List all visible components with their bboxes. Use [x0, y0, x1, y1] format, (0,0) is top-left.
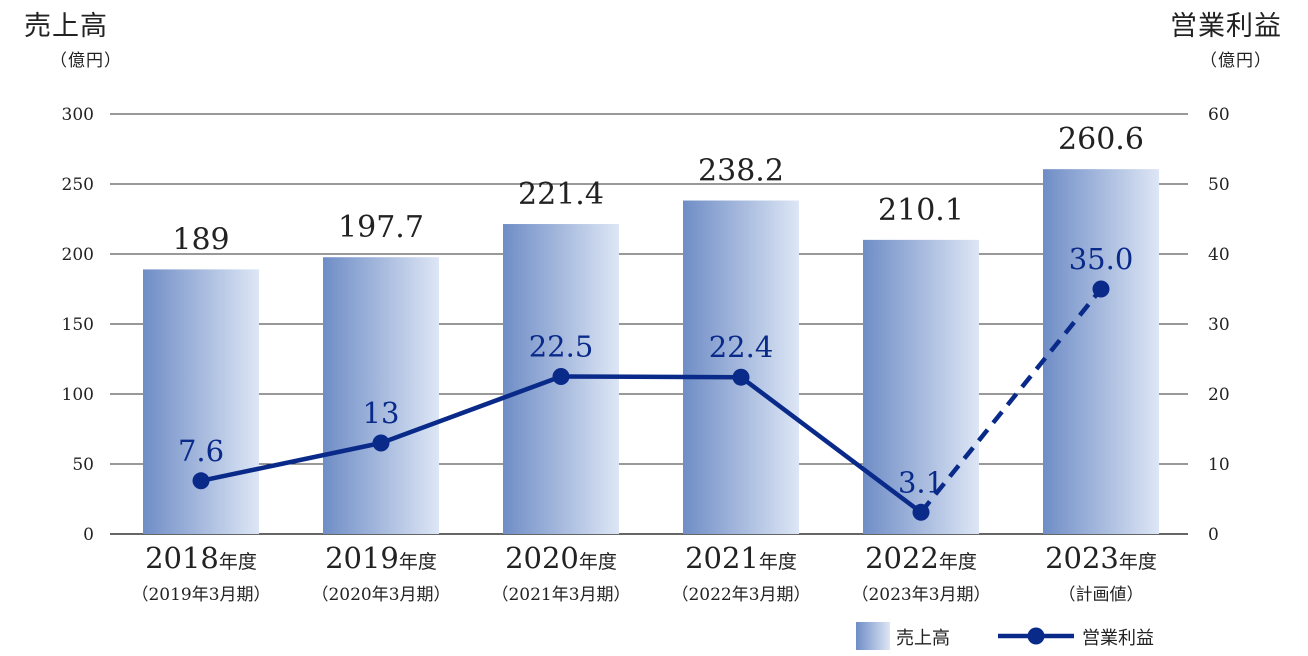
- sales-value-label: 189: [172, 222, 229, 257]
- right-tick-label: 20: [1208, 385, 1230, 405]
- right-tick-label: 50: [1208, 175, 1230, 195]
- left-tick-label: 100: [62, 385, 94, 405]
- x-category-label: 2019年度: [325, 541, 437, 575]
- x-category-sublabel: （2019年3月期）: [131, 585, 270, 605]
- x-category-label: 2023年度: [1045, 541, 1157, 575]
- legend-marker-profit: [1027, 627, 1045, 645]
- profit-line-segment: [560, 374, 742, 380]
- x-category-sublabel: （2023年3月期）: [851, 585, 990, 605]
- x-category-label: 2022年度: [865, 541, 977, 575]
- sales-value-label: 238.2: [698, 154, 784, 189]
- sales-bar: [143, 269, 259, 534]
- legend-label-profit: 営業利益: [1082, 628, 1154, 649]
- profit-value-label: 22.5: [529, 330, 594, 364]
- right-tick-label: 10: [1208, 455, 1230, 475]
- right-tick-label: 60: [1208, 105, 1230, 125]
- x-category-label: 2021年度: [685, 541, 797, 575]
- bars: [143, 169, 1159, 535]
- x-category-label: 2018年度: [145, 541, 257, 575]
- left-tick-label: 300: [62, 105, 94, 125]
- profit-value-label: 22.4: [709, 330, 774, 364]
- x-category-label: 2020年度: [505, 541, 617, 575]
- legend-swatch-sales: [856, 622, 890, 650]
- sales-value-label: 221.4: [518, 177, 604, 212]
- data-labels: 189 197.7 221.4 238.2 210.1 260.6 7.6 13 22.5 22.…: [172, 122, 1144, 499]
- profit-line-segment: [380, 374, 562, 446]
- right-tick-label: 40: [1208, 245, 1230, 265]
- grid-lines: [110, 113, 1188, 535]
- sales-bar: [1043, 169, 1159, 534]
- profit-value-label: 13: [363, 396, 400, 430]
- profit-point: [552, 368, 570, 385]
- profit-value-label: 35.0: [1069, 242, 1134, 276]
- left-tick-label: 200: [62, 245, 94, 265]
- profit-line: [192, 280, 1110, 521]
- sales-bar: [683, 200, 799, 534]
- legend-label-sales: 売上高: [896, 628, 950, 649]
- right-tick-label: 0: [1208, 525, 1219, 545]
- left-tick-label: 0: [83, 525, 94, 545]
- x-category-sublabel: （2022年3月期）: [671, 585, 810, 605]
- profit-line-segment: [200, 440, 382, 484]
- x-category-sublabel: （2021年3月期）: [491, 585, 630, 605]
- left-tick-label: 250: [62, 175, 94, 195]
- legend: 売上高 営業利益: [856, 622, 1154, 650]
- profit-point: [192, 472, 210, 490]
- axis-ticks: 0 50 100 150 200 250 300 0 10 20 30 40 50 60 2018年度 （20…: [62, 105, 1230, 605]
- sales-value-label: 197.7: [338, 210, 424, 245]
- profit-point: [1092, 280, 1110, 298]
- profit-point: [912, 503, 930, 521]
- left-axis-unit: （億円）: [50, 51, 122, 71]
- profit-line-segment: [739, 375, 923, 515]
- sales-value-label: 210.1: [878, 193, 964, 228]
- right-axis-unit: （億円）: [1200, 51, 1272, 71]
- left-tick-label: 150: [62, 315, 94, 335]
- x-category-sublabel: （計画値）: [1059, 585, 1144, 605]
- profit-point: [732, 368, 750, 386]
- left-axis-title: 売上高: [24, 11, 108, 42]
- right-tick-label: 30: [1208, 315, 1230, 335]
- profit-point: [372, 434, 390, 452]
- profit-line-segment-plan: [919, 287, 1103, 514]
- left-tick-label: 50: [72, 455, 94, 475]
- sales-value-label: 260.6: [1058, 122, 1144, 157]
- sales-bar: [323, 257, 439, 534]
- x-category-sublabel: （2020年3月期）: [311, 585, 450, 605]
- profit-value-label: 7.6: [178, 434, 224, 468]
- right-axis-title: 営業利益: [1170, 11, 1282, 42]
- profit-value-label: 3.1: [898, 465, 944, 499]
